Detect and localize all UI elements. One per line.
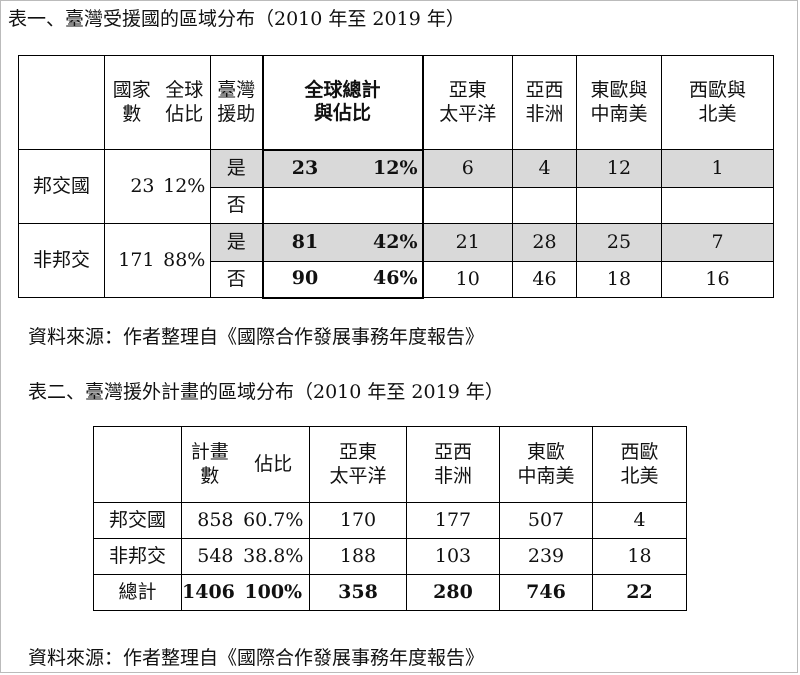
- table-row: 總計 1406 100% 358 280 746 22: [93, 574, 687, 611]
- t2-row-label: 邦交國: [93, 502, 182, 539]
- table1-caption: 表一、臺灣受援國的區域分布（2010 年至 2019 年）: [8, 8, 465, 30]
- t2-region2: 177: [406, 502, 500, 539]
- t1-region2: [512, 187, 578, 224]
- t2-share: 60.7%: [237, 502, 310, 539]
- t1-region3: 18: [576, 261, 663, 298]
- table-row: 否: [19, 187, 775, 224]
- t2-share: 38.8%: [237, 538, 310, 575]
- t1-group-label: 邦交國: [18, 149, 105, 224]
- t2-region4: 4: [592, 502, 687, 539]
- t1-header-region4: 西歐與 北美: [661, 55, 775, 150]
- t2-header-region3: 東歐 中南美: [499, 426, 593, 503]
- t1-header-count: 國家數: [104, 55, 159, 150]
- table1-source: 資料來源：作者整理自《國際合作發展事務年度報告》: [28, 326, 485, 348]
- t2-region1: 358: [309, 574, 407, 611]
- t1-aid: 是: [210, 149, 263, 188]
- t1-share: 88%: [158, 223, 211, 298]
- t2-region2: 103: [406, 538, 500, 575]
- table-row: 邦交國 23 12% 是 23 12% 6 4 12 1: [18, 148, 775, 224]
- t1-total: 23: [261, 148, 347, 188]
- t1-header-region1: 亞東 太平洋: [422, 55, 514, 150]
- t2-region1: 188: [309, 538, 407, 575]
- t1-header-total: 全球總計 與佔比: [261, 55, 424, 150]
- t1-group-label: 非邦交: [18, 223, 105, 298]
- table-row: 非邦交 548 38.8% 188 103 239 18: [93, 538, 687, 575]
- table2-caption: 表二、臺灣援外計畫的區域分布（2010 年至 2019 年）: [28, 381, 504, 403]
- t2-region1: 170: [309, 502, 407, 539]
- t1-region1: 21: [422, 223, 514, 262]
- t1-corner: [18, 55, 105, 150]
- table-row: 非邦交 171 88% 是 81 42% 21 28 25 7: [18, 223, 775, 298]
- t1-region3: 12: [576, 149, 663, 188]
- table2: 計畫數 佔比 亞東 太平洋 亞西 非洲 東歐 中南美 西歐 北美 邦交國 858 60.…: [93, 426, 687, 611]
- t2-row-label: 總計: [93, 574, 182, 611]
- table1: 國家數 全球 佔比 臺灣 援助 全球總計 與佔比 亞東 太平洋 亞西 非洲 東歐與 中南美 …: [18, 55, 775, 299]
- t2-region4: 22: [592, 574, 687, 611]
- t2-count: 1406: [181, 574, 238, 611]
- t1-region2: 4: [512, 149, 578, 188]
- t2-region4: 18: [592, 538, 687, 575]
- t2-region2: 280: [406, 574, 500, 611]
- t1-region3: 25: [576, 223, 663, 262]
- t1-aid: 否: [210, 261, 263, 298]
- t1-region4: 7: [661, 223, 775, 262]
- t1-total: [261, 187, 347, 224]
- t1-header-region2: 亞西 非洲: [512, 55, 578, 150]
- t1-total: 90: [261, 261, 347, 299]
- t1-region2: 28: [512, 223, 578, 262]
- t1-aid: 是: [210, 223, 263, 262]
- t1-header-region3: 東歐與 中南美: [576, 55, 663, 150]
- t1-region1: 10: [422, 261, 514, 298]
- t2-header-region4: 西歐 北美: [592, 426, 687, 503]
- table-row: 邦交國 858 60.7% 170 177 507 4: [93, 502, 687, 539]
- t1-region3: [576, 187, 663, 224]
- t1-total-pct: [346, 187, 424, 224]
- t1-count: 171: [104, 223, 159, 298]
- t2-count: 858: [181, 502, 238, 539]
- t1-region2: 46: [512, 261, 578, 298]
- t2-header-region1: 亞東 太平洋: [309, 426, 407, 503]
- t2-header-count: 計畫數: [181, 426, 238, 503]
- t1-total: 81: [261, 223, 347, 262]
- t2-region3: 507: [499, 502, 593, 539]
- t1-total-pct: 46%: [346, 261, 424, 299]
- t2-region3: 239: [499, 538, 593, 575]
- t1-total-pct: 42%: [346, 223, 424, 262]
- t1-count: 23: [104, 149, 159, 224]
- t1-total-pct: 12%: [346, 148, 424, 188]
- t1-region4: 16: [661, 261, 775, 298]
- t2-share: 100%: [237, 574, 310, 611]
- t2-count: 548: [181, 538, 238, 575]
- t1-region4: [661, 187, 775, 224]
- t1-header-aid: 臺灣 援助: [210, 55, 263, 150]
- t2-corner: [93, 426, 182, 503]
- t1-share: 12%: [158, 149, 211, 224]
- table-row: 否 90 46% 10 46 18 16: [19, 261, 775, 299]
- t2-region3: 746: [499, 574, 593, 611]
- t1-aid: 否: [210, 187, 263, 224]
- t1-region4: 1: [661, 149, 775, 188]
- t1-header-global-share: 全球 佔比: [158, 55, 211, 150]
- t2-header-share: 佔比: [237, 426, 310, 503]
- t1-region1: 6: [422, 149, 514, 188]
- t2-header-region2: 亞西 非洲: [406, 426, 500, 503]
- t2-row-label: 非邦交: [93, 538, 182, 575]
- table2-source: 資料來源：作者整理自《國際合作發展事務年度報告》: [28, 647, 485, 669]
- t1-region1: [422, 187, 514, 224]
